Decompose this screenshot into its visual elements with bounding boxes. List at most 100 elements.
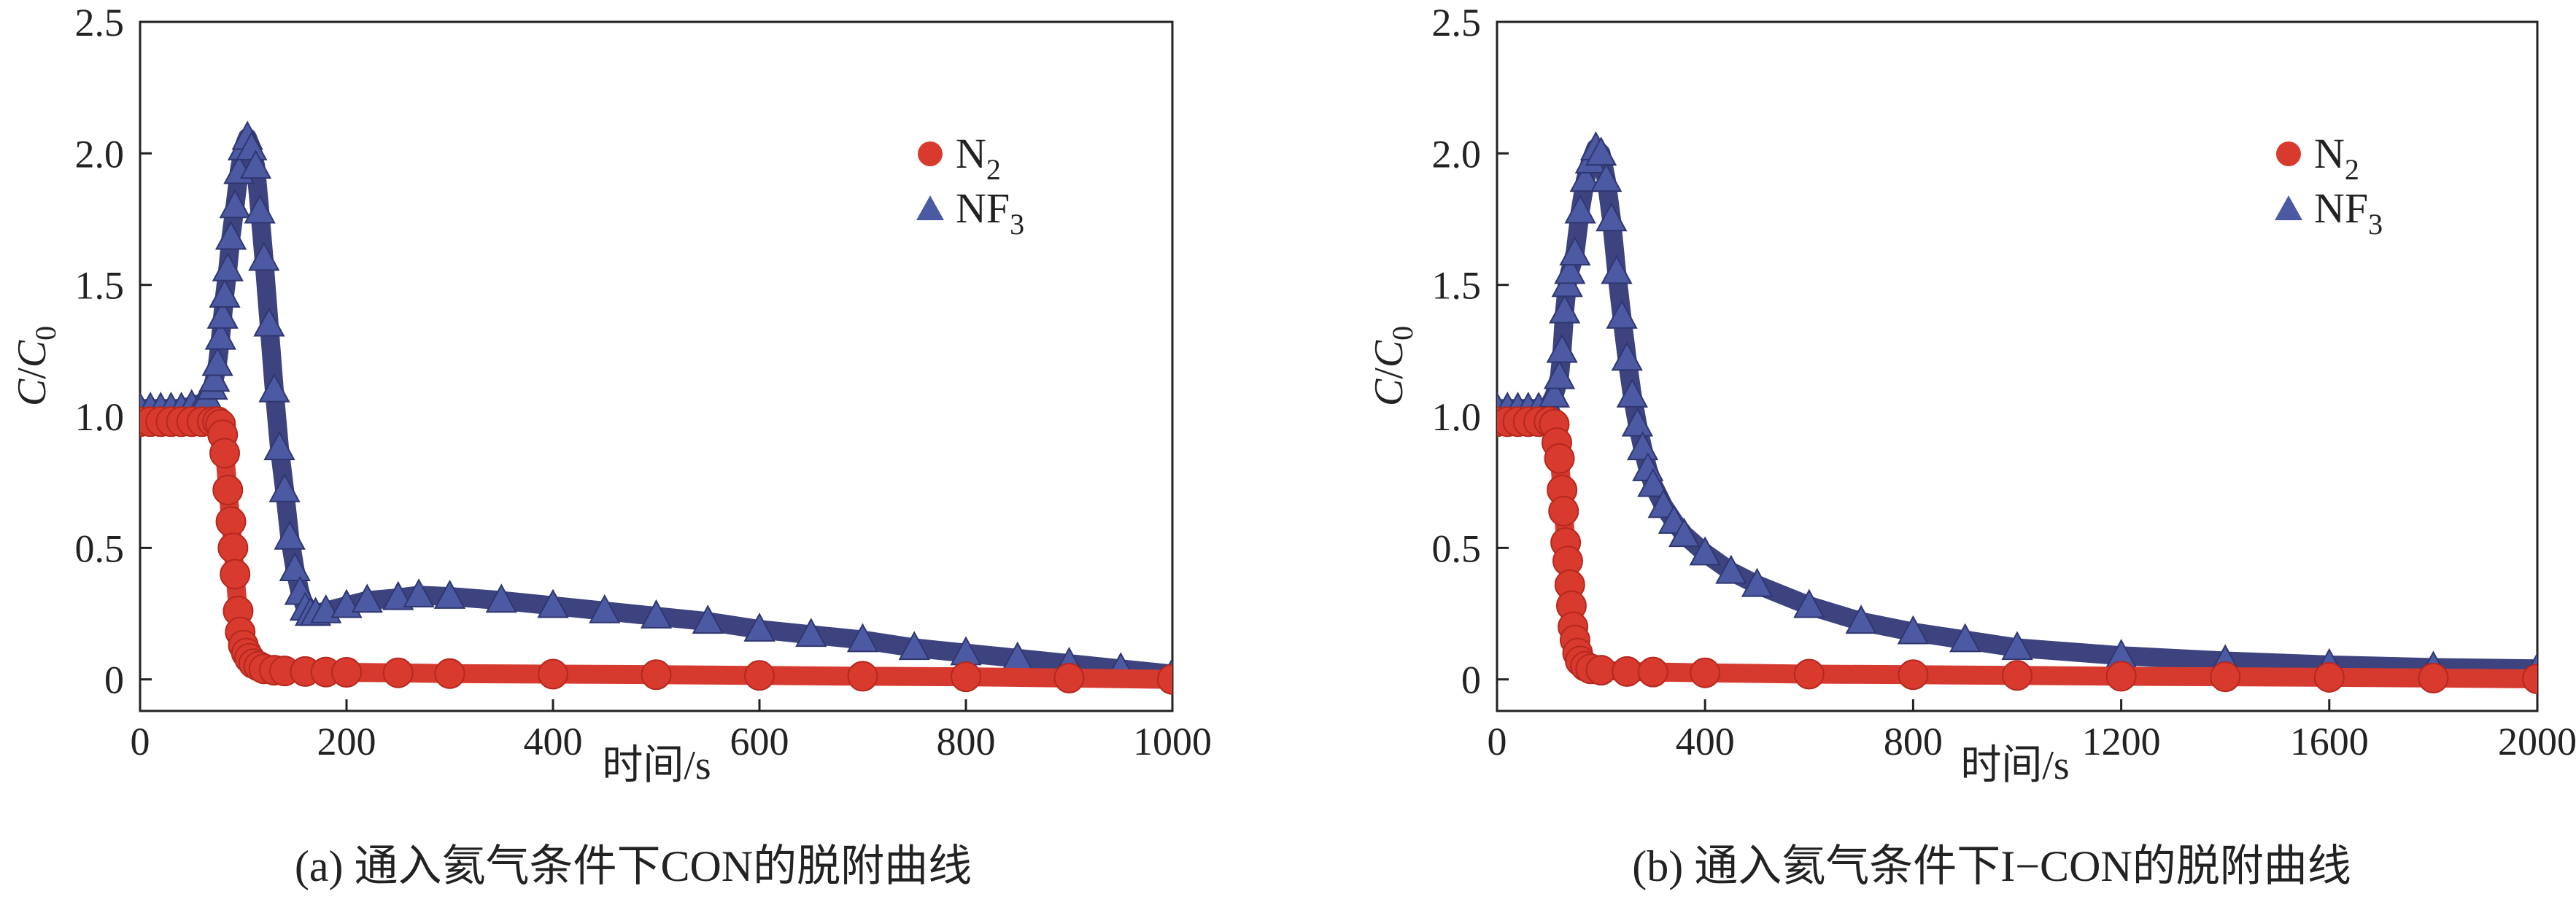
y-axis-ticks-a: 0 0.5 1.0 1.5 2.0 2.5 <box>75 1 152 702</box>
data-point-nf3 <box>640 599 673 629</box>
data-point-n2 <box>1793 658 1825 690</box>
data-point-n2 <box>2418 662 2449 693</box>
series-n2-a <box>140 406 1172 695</box>
data-point-nf3 <box>1897 615 1930 645</box>
data-point-n2 <box>215 506 247 537</box>
plot-frame-b <box>1496 20 2539 712</box>
x-axis-ticks-b: 0 400 800 1200 1600 2000 <box>1488 699 2576 763</box>
data-point-n2 <box>212 475 244 506</box>
y-axis-ticks-b: 0 0.5 1.0 1.5 2.0 2.5 <box>1432 1 1509 702</box>
chart-panel-a: 0 200 400 600 800 1000 0 0.5 1.0 1.5 2.0 2.5 N2 NF… <box>9 1 1212 890</box>
data-point-nf3 <box>1949 623 1981 653</box>
data-point-nf3 <box>433 580 466 609</box>
data-point-nf3 <box>1590 163 1622 193</box>
x-tick-label: 400 <box>524 720 583 763</box>
data-point-n2 <box>1548 495 1579 526</box>
plot-area-b <box>1497 131 2537 694</box>
x-tick-label: 0 <box>131 720 150 763</box>
x-tick-label: 1000 <box>1133 720 1212 763</box>
data-point-n2 <box>1544 443 1575 474</box>
data-point-n2 <box>847 661 878 692</box>
data-point-nf3 <box>351 583 383 613</box>
legend-label-nf3-b: NF3 <box>2314 184 2383 241</box>
legend-b: N2 NF3 <box>2275 130 2383 241</box>
data-point-n2 <box>220 559 251 590</box>
data-point-nf3 <box>1845 604 1877 634</box>
x-tick-label: 200 <box>317 720 376 763</box>
data-point-n2 <box>1053 662 1085 693</box>
x-tick-label: 600 <box>730 720 789 763</box>
y-tick-label: 2.0 <box>75 132 125 176</box>
x-tick-label: 800 <box>937 720 996 763</box>
x-tick-label: 1200 <box>2082 720 2161 763</box>
data-point-nf3 <box>219 189 251 219</box>
data-point-nf3 <box>239 149 272 179</box>
data-point-nf3 <box>1793 588 1825 618</box>
data-point-n2 <box>2313 661 2345 693</box>
data-point-nf3 <box>204 320 237 350</box>
y-axis-title-a: C/C0 <box>9 326 62 406</box>
data-point-nf3 <box>1554 254 1586 284</box>
data-point-nf3 <box>206 299 239 329</box>
caption-a: (a) 通入氦气条件下CON的脱附曲线 <box>295 842 972 890</box>
data-point-nf3 <box>692 604 724 634</box>
plot-area-a <box>140 120 1172 695</box>
data-point-n2 <box>2522 664 2537 694</box>
data-point-nf3 <box>1596 202 1628 232</box>
legend-label-n2-a: N2 <box>956 130 1001 186</box>
data-point-n2 <box>1157 664 1172 695</box>
legend-a: N2 NF3 <box>916 130 1024 241</box>
chart-panel-b: 0 400 800 1200 1600 2000 0 0.5 1.0 1.5 2.0 2.5 N2 … <box>1366 1 2576 890</box>
legend-marker-nf3-a <box>916 195 944 220</box>
data-point-nf3 <box>248 241 280 271</box>
y-tick-label: 1.0 <box>75 395 125 439</box>
data-point-nf3 <box>274 520 306 550</box>
data-point-n2 <box>434 658 465 689</box>
data-point-nf3 <box>1616 378 1649 408</box>
x-tick-label: 0 <box>1488 720 1507 763</box>
plot-frame-a <box>139 20 1174 712</box>
data-point-n2 <box>2105 661 2137 692</box>
series-nf3-b <box>1497 131 2537 682</box>
data-point-nf3 <box>1668 518 1701 548</box>
series-nf3-a <box>140 120 1172 687</box>
y-tick-label: 1.5 <box>1432 264 1482 308</box>
data-point-nf3 <box>1549 294 1581 324</box>
y-tick-label: 1.5 <box>75 264 125 308</box>
data-point-nf3 <box>485 583 517 613</box>
x-axis-title-b: 时间/s <box>1960 743 2069 788</box>
series-group-b <box>1497 131 2537 694</box>
data-point-nf3 <box>589 594 621 623</box>
data-point-n2 <box>1585 655 1617 686</box>
data-point-nf3 <box>212 252 244 281</box>
y-tick-label: 1.0 <box>1432 395 1482 439</box>
data-point-nf3 <box>279 552 311 581</box>
data-point-nf3 <box>1543 359 1576 389</box>
y-tick-label: 0 <box>1461 658 1481 702</box>
x-axis-title-a: 时间/s <box>602 743 711 788</box>
y-tick-label: 2.5 <box>75 1 125 44</box>
legend-marker-n2-a <box>918 141 943 166</box>
data-point-n2 <box>331 656 362 688</box>
data-point-nf3 <box>1538 378 1571 408</box>
legend-marker-n2-b <box>2276 141 2301 166</box>
data-point-n2 <box>382 657 414 688</box>
data-point-nf3 <box>1715 554 1747 584</box>
data-point-nf3 <box>1606 299 1638 329</box>
data-point-nf3 <box>1559 236 1591 266</box>
data-point-nf3 <box>244 194 276 224</box>
data-point-nf3 <box>382 580 414 610</box>
data-point-nf3 <box>201 346 233 376</box>
data-point-nf3 <box>1546 333 1578 363</box>
data-point-nf3 <box>209 279 241 308</box>
data-point-nf3 <box>2001 631 2033 661</box>
series-group-a <box>140 120 1172 695</box>
data-point-n2 <box>1637 656 1668 688</box>
data-point-n2 <box>641 659 672 691</box>
data-point-nf3 <box>537 588 569 618</box>
data-point-n2 <box>209 438 241 469</box>
data-point-n2 <box>1690 657 1721 688</box>
data-point-nf3 <box>263 431 295 461</box>
y-tick-label: 2.0 <box>1432 132 1482 176</box>
